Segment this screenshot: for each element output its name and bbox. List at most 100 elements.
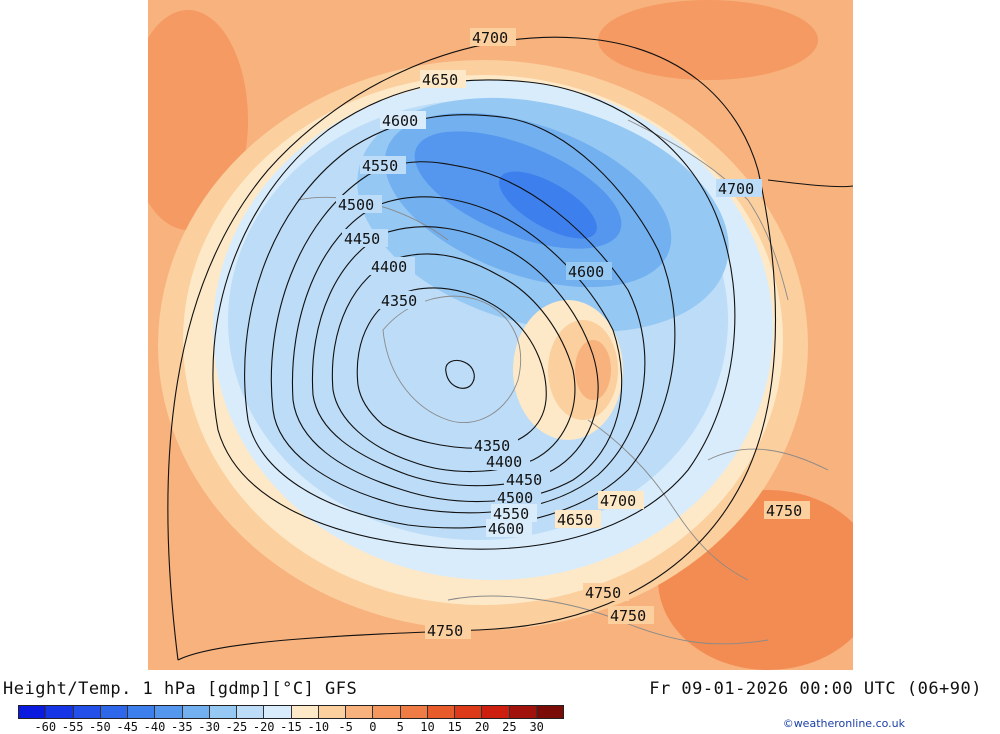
- label-bg: [360, 156, 406, 174]
- label-bg: [342, 229, 388, 247]
- contour-label: 4450: [344, 230, 380, 248]
- colorbar-tick-label: -45: [116, 720, 139, 734]
- contour-label: 4700: [718, 180, 754, 198]
- colorbar-tick-label: -30: [198, 720, 220, 734]
- label-bg: [425, 621, 471, 639]
- contour-4700-outer: [167, 36, 777, 661]
- label-bg: [470, 28, 516, 46]
- contour-label: 4750: [427, 622, 463, 640]
- colorbar-swatch: [509, 706, 537, 718]
- colorbar-tick-label: 10: [420, 720, 435, 734]
- colorbar-swatch: [264, 706, 292, 718]
- warm-patch-n: [598, 0, 818, 80]
- valid-time: Fr 09-01-2026 00:00 UTC (06+90): [649, 679, 982, 699]
- contour-low-center: [445, 359, 475, 389]
- colorbar-swatch: [427, 706, 455, 718]
- colorbar-swatch: [400, 706, 428, 718]
- colorbar-tick-label: 0: [369, 720, 377, 734]
- label-bg: [555, 510, 601, 528]
- label-bg: [583, 583, 629, 601]
- contour-label: 4500: [338, 196, 374, 214]
- label-bg: [566, 262, 612, 280]
- contour-label: 4750: [766, 502, 802, 520]
- contour-label: 4750: [585, 584, 621, 602]
- contour-label: 4550: [362, 157, 398, 175]
- colorbar-swatch: [100, 706, 128, 718]
- contour-label: 4400: [371, 258, 407, 276]
- contour-label: 4650: [557, 511, 593, 529]
- contour-label: 4600: [568, 263, 604, 281]
- colorbar-tick-label: 25: [502, 720, 517, 734]
- contour-label: 4600: [488, 520, 524, 538]
- label-bg: [495, 488, 541, 506]
- colorbar-tick-label: -10: [307, 720, 330, 734]
- contour-group: [167, 36, 853, 661]
- colorbar-swatch: [73, 706, 101, 718]
- temperature-colorbar: [18, 705, 564, 719]
- contour-label: 4400: [486, 453, 522, 471]
- contour-label: 4750: [610, 607, 646, 625]
- warm-intrusion-core: [575, 340, 611, 400]
- contour-label: 4500: [497, 489, 533, 507]
- colorbar-swatch: [291, 706, 319, 718]
- contour-label: 4700: [472, 29, 508, 47]
- colorbar-tick-label: 20: [474, 720, 490, 734]
- label-bg: [369, 257, 415, 275]
- label-bg: [504, 470, 550, 488]
- contour-4650: [212, 79, 736, 550]
- contour-4500: [291, 196, 623, 503]
- contour-label: 4700: [600, 492, 636, 510]
- colorbar-tick-label: -55: [61, 720, 84, 734]
- colorbar-swatch: [318, 706, 346, 718]
- contour-label: 4600: [382, 112, 418, 130]
- label-bg: [608, 606, 654, 624]
- coastline-scandinavia: [587, 419, 749, 581]
- contour-label-group: 4700 4650 4600 4550 4500 4450 4400 4350 …: [336, 28, 810, 640]
- colorbar-swatch: [346, 706, 374, 718]
- colorbar-swatch: [455, 706, 483, 718]
- colorbar-tick-label: -60: [34, 720, 57, 734]
- colorbar-tick-label: -15: [280, 720, 302, 734]
- colorbar-swatch: [46, 706, 74, 718]
- credit-link[interactable]: ©weatheronline.co.uk: [782, 717, 905, 730]
- contour-label: 4350: [474, 437, 510, 455]
- colorbar-swatch: [155, 706, 183, 718]
- label-bg: [486, 519, 532, 537]
- label-bg: [598, 491, 644, 509]
- colorbar-swatch: [482, 706, 510, 718]
- contour-label: 4550: [493, 505, 529, 523]
- colorbar-tick-label: 30: [529, 720, 544, 734]
- label-bg: [420, 70, 466, 88]
- colorbar-tick-label: -5: [338, 720, 353, 734]
- colorbar-tick-label: -40: [143, 720, 166, 734]
- weather-map: 4700 4650 4600 4550 4500 4450 4400 4350 …: [148, 0, 853, 670]
- colorbar-swatch: [19, 706, 47, 718]
- label-bg: [764, 501, 810, 519]
- label-bg: [716, 179, 762, 197]
- colorbar-swatch: [128, 706, 156, 718]
- contour-label: 4350: [381, 292, 417, 310]
- contour-label: 4650: [422, 71, 458, 89]
- contour-4550: [270, 161, 646, 514]
- colorbar-labels: -60 -55 -50 -45 -40 -35 -30 -25 -20 -15 -10 -5 0 5 10 1…: [18, 720, 578, 734]
- colorbar-tick-label: -35: [170, 720, 193, 734]
- label-bg: [484, 452, 530, 470]
- colorbar-swatch: [182, 706, 210, 718]
- colorbar-swatch: [536, 706, 563, 718]
- label-bg: [491, 504, 537, 522]
- colorbar-tick-label: -20: [252, 720, 275, 734]
- contour-4600: [244, 114, 676, 529]
- label-bg: [472, 436, 518, 454]
- label-bg: [336, 195, 382, 213]
- coastline-greenland: [382, 295, 522, 424]
- colorbar-swatch: [237, 706, 265, 718]
- contour-4700-east: [767, 179, 853, 188]
- label-bg: [379, 291, 425, 309]
- colorbar-swatch: [373, 706, 401, 718]
- colorbar-tick-label: 5: [396, 720, 404, 734]
- coastline-russia: [707, 448, 829, 471]
- map-title: Height/Temp. 1 hPa [gdmp][°C] GFS: [3, 679, 358, 699]
- colorbar-tick-label: -50: [89, 720, 111, 734]
- colorbar-tick-label: 15: [447, 720, 463, 734]
- map-panel: 4700 4650 4600 4550 4500 4450 4400 4350 …: [148, 0, 853, 670]
